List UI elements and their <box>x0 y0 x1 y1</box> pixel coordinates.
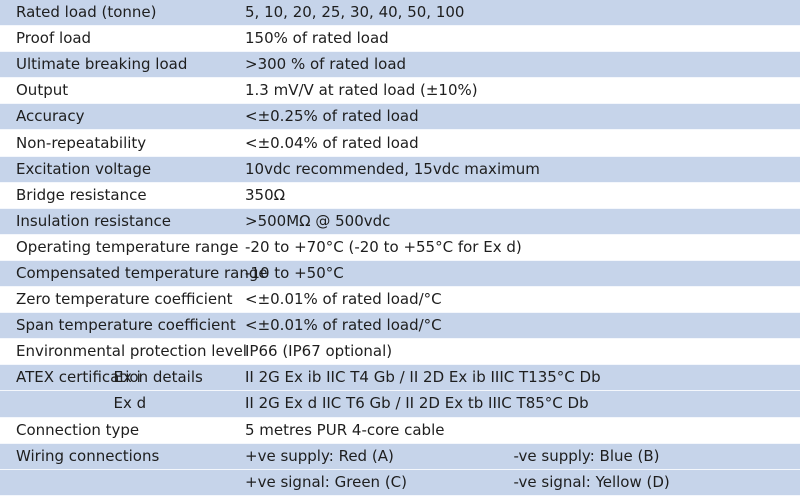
wiring-pos-supply: +ve supply: Red (A) <box>227 443 514 469</box>
spec-value: -20 to +70°C (-20 to +55°C for Ex d) <box>227 234 800 260</box>
spec-row-atex-ex-d: Ex d II 2G Ex d IIC T6 Gb / II 2D Ex tb … <box>0 391 800 417</box>
spec-value: 350Ω <box>227 182 800 208</box>
spec-row-rated-load: Rated load (tonne) 5, 10, 20, 25, 30, 40… <box>0 0 800 26</box>
spec-row-connection-type: Connection type 5 metres PUR 4-core cabl… <box>0 417 800 443</box>
spec-value: <±0.25% of rated load <box>227 104 800 130</box>
spec-label: Non-repeatability <box>0 130 227 156</box>
spec-label: Compensated temperature range <box>0 260 227 286</box>
spec-value: 5, 10, 20, 25, 30, 40, 50, 100 <box>227 0 800 26</box>
spec-row-wiring-signal: +ve signal: Green (C) -ve signal: Yellow… <box>0 469 800 495</box>
spec-value: -10 to +50°C <box>227 260 800 286</box>
spec-row-insulation-resistance: Insulation resistance >500MΩ @ 500vdc <box>0 208 800 234</box>
spec-label-empty <box>0 391 114 417</box>
spec-value: 1.3 mV/V at rated load (±10%) <box>227 78 800 104</box>
spec-label: Wiring connections <box>0 443 227 469</box>
spec-label-empty <box>0 469 227 495</box>
spec-value: 5 metres PUR 4-core cable <box>227 417 800 443</box>
spec-label: ATEX certification details <box>0 365 114 391</box>
spec-label: Zero temperature coefficient <box>0 287 227 313</box>
spec-label: Ultimate breaking load <box>0 52 227 78</box>
spec-row-zero-temperature-coefficient: Zero temperature coefficient <±0.01% of … <box>0 287 800 313</box>
spec-row-span-temperature-coefficient: Span temperature coefficient <±0.01% of … <box>0 313 800 339</box>
atex-ex-d-value: II 2G Ex d IIC T6 Gb / II 2D Ex tb IIIC … <box>227 391 800 417</box>
spec-value: <±0.01% of rated load/°C <box>227 313 800 339</box>
spec-value: <±0.01% of rated load/°C <box>227 287 800 313</box>
spec-row-wiring-supply: Wiring connections +ve supply: Red (A) -… <box>0 443 800 469</box>
wiring-pos-signal: +ve signal: Green (C) <box>227 469 514 495</box>
spec-label: Insulation resistance <box>0 208 227 234</box>
spec-row-accuracy: Accuracy <±0.25% of rated load <box>0 104 800 130</box>
spec-value: >300 % of rated load <box>227 52 800 78</box>
spec-row-output: Output 1.3 mV/V at rated load (±10%) <box>0 78 800 104</box>
atex-ex-i-value: II 2G Ex ib IIC T4 Gb / II 2D Ex ib IIIC… <box>227 365 800 391</box>
spec-row-proof-load: Proof load 150% of rated load <box>0 26 800 52</box>
spec-value: >500MΩ @ 500vdc <box>227 208 800 234</box>
spec-label: Accuracy <box>0 104 227 130</box>
spec-row-excitation-voltage: Excitation voltage 10vdc recommended, 15… <box>0 156 800 182</box>
spec-value: <±0.04% of rated load <box>227 130 800 156</box>
spec-row-atex-ex-i: ATEX certification details Ex i II 2G Ex… <box>0 365 800 391</box>
atex-ex-d-label: Ex d <box>114 391 228 417</box>
spec-row-compensated-temperature: Compensated temperature range -10 to +50… <box>0 260 800 286</box>
spec-label: Proof load <box>0 26 227 52</box>
wiring-neg-signal: -ve signal: Yellow (D) <box>514 469 800 495</box>
spec-label: Span temperature coefficient <box>0 313 227 339</box>
spec-row-bridge-resistance: Bridge resistance 350Ω <box>0 182 800 208</box>
spec-label: Output <box>0 78 227 104</box>
spec-row-ultimate-breaking-load: Ultimate breaking load >300 % of rated l… <box>0 52 800 78</box>
spec-row-non-repeatability: Non-repeatability <±0.04% of rated load <box>0 130 800 156</box>
spec-label: Connection type <box>0 417 227 443</box>
wiring-neg-supply: -ve supply: Blue (B) <box>514 443 800 469</box>
spec-label: Environmental protection level <box>0 339 227 365</box>
spec-label: Excitation voltage <box>0 156 227 182</box>
spec-value: 10vdc recommended, 15vdc maximum <box>227 156 800 182</box>
spec-label: Rated load (tonne) <box>0 0 227 26</box>
spec-label: Operating temperature range <box>0 234 227 260</box>
spec-row-operating-temperature: Operating temperature range -20 to +70°C… <box>0 234 800 260</box>
spec-label: Bridge resistance <box>0 182 227 208</box>
spec-value: 150% of rated load <box>227 26 800 52</box>
spec-value: IP66 (IP67 optional) <box>227 339 800 365</box>
spec-row-environmental-protection: Environmental protection level IP66 (IP6… <box>0 339 800 365</box>
